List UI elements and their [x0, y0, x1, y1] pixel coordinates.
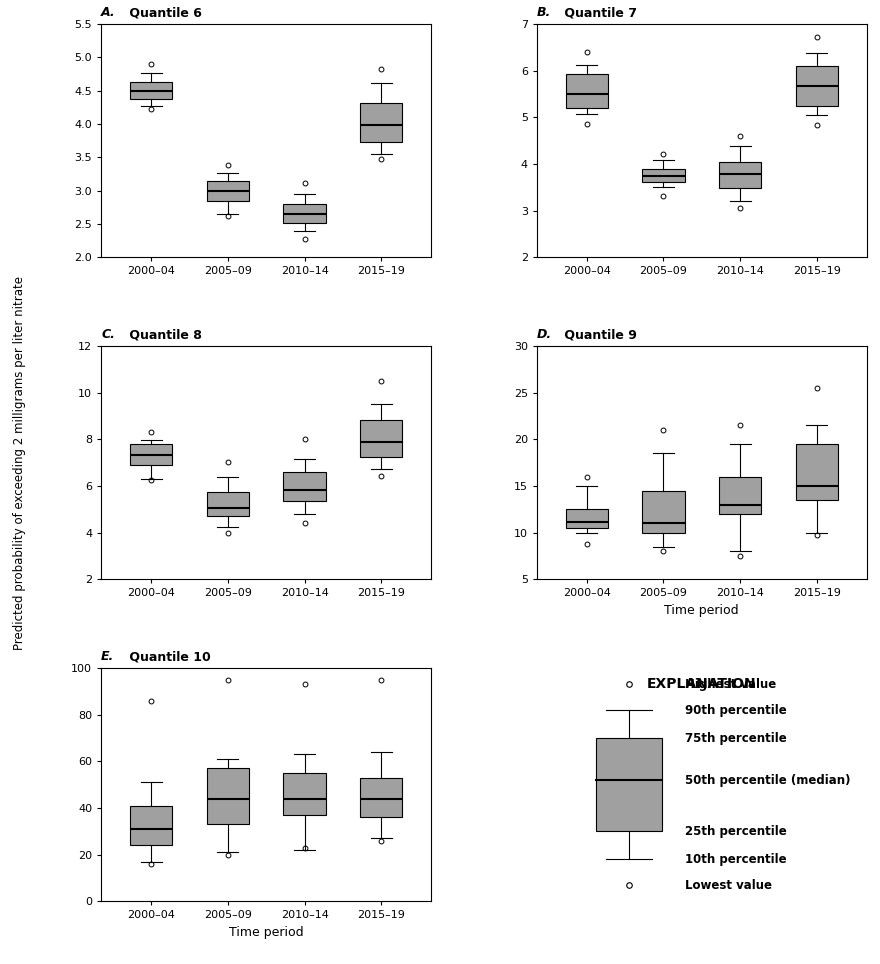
Text: D.: D.: [537, 329, 552, 341]
PathPatch shape: [642, 169, 685, 182]
PathPatch shape: [283, 471, 326, 501]
PathPatch shape: [207, 181, 249, 201]
X-axis label: Time period: Time period: [664, 604, 739, 617]
PathPatch shape: [566, 509, 608, 528]
PathPatch shape: [130, 82, 172, 98]
PathPatch shape: [360, 103, 402, 142]
PathPatch shape: [360, 420, 402, 457]
Text: Highest value: Highest value: [686, 678, 776, 691]
PathPatch shape: [566, 74, 608, 108]
PathPatch shape: [719, 477, 761, 514]
Text: E.: E.: [101, 651, 114, 663]
PathPatch shape: [207, 768, 249, 824]
X-axis label: Time period: Time period: [229, 926, 304, 939]
Text: Lowest value: Lowest value: [686, 878, 773, 892]
PathPatch shape: [719, 162, 761, 188]
PathPatch shape: [796, 67, 838, 106]
Text: Quantile 7: Quantile 7: [561, 7, 637, 19]
Text: Quantile 9: Quantile 9: [561, 329, 637, 341]
Text: Predicted probability of exceeding 2 milligrams per liter nitrate: Predicted probability of exceeding 2 mil…: [13, 276, 26, 650]
PathPatch shape: [796, 444, 838, 500]
PathPatch shape: [130, 443, 172, 465]
Text: EXPLANATION: EXPLANATION: [647, 678, 757, 691]
Text: A.: A.: [101, 7, 116, 19]
Text: C.: C.: [101, 329, 115, 341]
PathPatch shape: [207, 492, 249, 516]
Text: 25th percentile: 25th percentile: [686, 825, 787, 838]
PathPatch shape: [283, 204, 326, 223]
Text: 75th percentile: 75th percentile: [686, 732, 787, 744]
PathPatch shape: [642, 491, 685, 533]
Bar: [597, 738, 663, 831]
Text: 90th percentile: 90th percentile: [686, 704, 787, 716]
PathPatch shape: [360, 778, 402, 817]
PathPatch shape: [130, 806, 172, 845]
Text: B.: B.: [537, 7, 551, 19]
Text: Quantile 6: Quantile 6: [125, 7, 202, 19]
Text: Quantile 8: Quantile 8: [125, 329, 202, 341]
Text: Quantile 10: Quantile 10: [125, 651, 210, 663]
Text: 10th percentile: 10th percentile: [686, 853, 787, 866]
Text: 50th percentile (median): 50th percentile (median): [686, 773, 851, 787]
PathPatch shape: [283, 773, 326, 815]
